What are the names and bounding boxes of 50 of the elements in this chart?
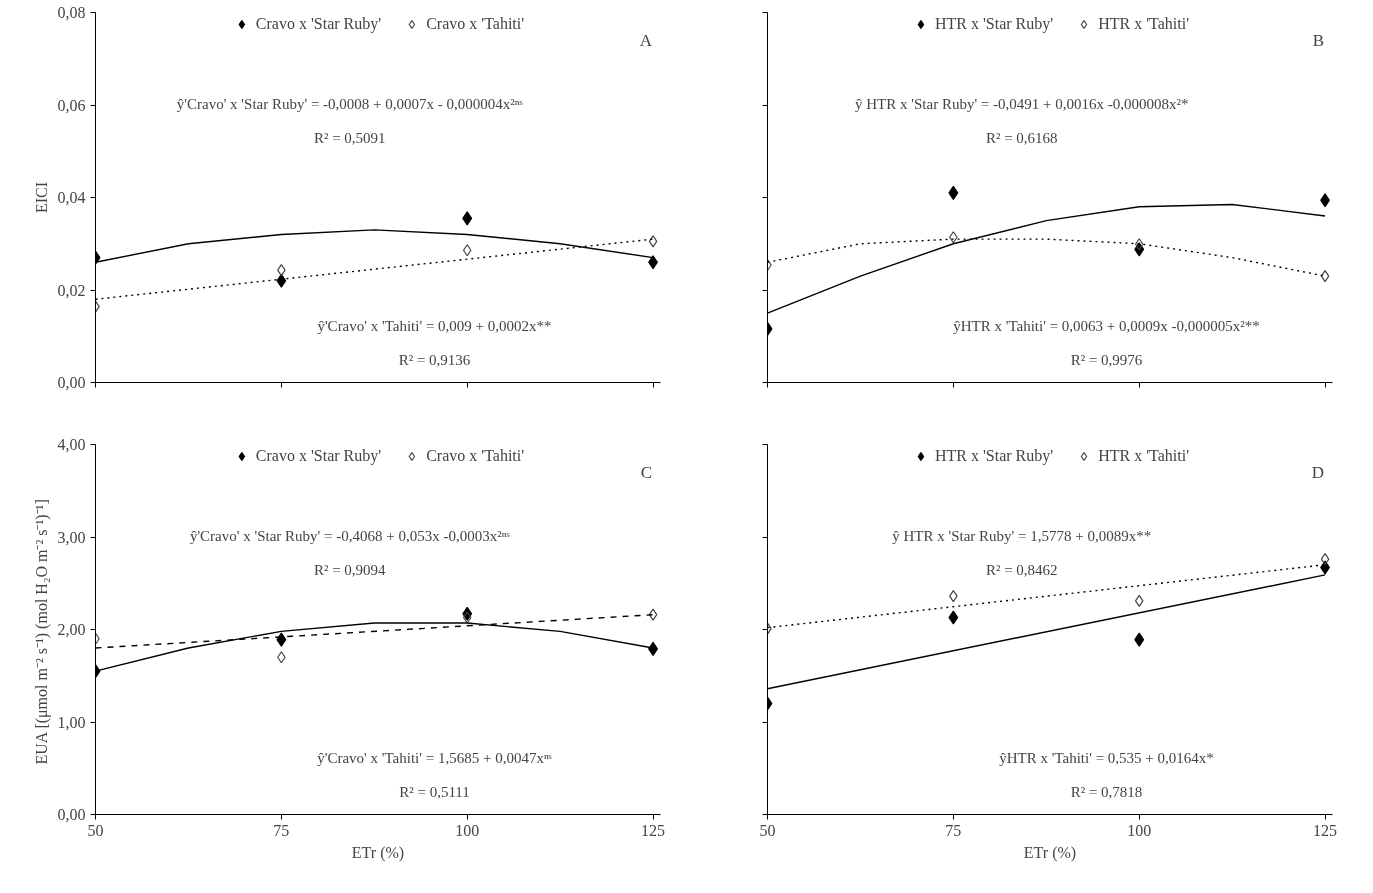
y-tick-label: 0,00	[57, 806, 86, 823]
annotation: ŷ HTR x 'Star Ruby' = 1,5778 + 0,0089x**	[892, 528, 1152, 545]
y-tick-label: 0,08	[57, 4, 86, 21]
annotation: ŷHTR x 'Tahiti' = 0,0063 + 0,0009x -0,000005x²**	[953, 318, 1260, 335]
x-tick-label: 50	[87, 821, 104, 839]
y-tick-label: 0,06	[57, 96, 86, 114]
annotation: ŷ'Cravo' x 'Star Ruby' = -0,0008 + 0,0007x - 0,000004x²ⁿˢ	[176, 96, 523, 113]
annotation: B	[1312, 30, 1325, 50]
y-axis-title: EICI	[32, 181, 50, 214]
y-tick-label: 0,04	[57, 189, 86, 206]
legend-label: HTR x 'Tahiti'	[1098, 15, 1190, 33]
annotation: ŷHTR x 'Tahiti' = 0,535 + 0,0164x*	[999, 750, 1214, 767]
annotation: R² = 0,8462	[985, 561, 1058, 578]
x-tick-label: 100	[1127, 821, 1152, 839]
x-tick-label: 75	[945, 821, 962, 839]
legend-label: HTR x 'Star Ruby'	[934, 15, 1054, 33]
annotation: R² = 0,6168	[985, 129, 1058, 146]
x-axis-title: ETr (%)	[351, 843, 405, 862]
annotation: ŷ'Cravo' x 'Star Ruby' = -0,4068 + 0,053x -0,0003x²ⁿˢ	[189, 528, 510, 545]
y-axis-title: EUA [(μmol m⁻² s⁻¹) (mol H₂O m⁻² s⁻¹)⁻¹]	[32, 499, 51, 765]
x-tick-label: 125	[641, 821, 666, 839]
legend-label: Cravo x 'Star Ruby'	[255, 447, 382, 465]
y-tick-label: 3,00	[57, 528, 86, 546]
annotation: A	[639, 30, 653, 50]
annotation: ŷ HTR x 'Star Ruby' = -0,0491 + 0,0016x -0,000008x²*	[855, 96, 1189, 113]
y-tick-label: 0,00	[57, 374, 86, 391]
legend-label: Cravo x 'Tahiti'	[426, 15, 525, 33]
x-tick-label: 100	[455, 821, 480, 839]
annotation: ŷ'Cravo' x 'Tahiti' = 0,009 + 0,0002x**	[317, 318, 552, 335]
annotation: C	[640, 462, 653, 482]
annotation: D	[1311, 462, 1325, 482]
x-tick-label: 75	[273, 821, 290, 839]
y-tick-label: 0,02	[57, 281, 86, 299]
y-tick-label: 2,00	[57, 621, 86, 638]
legend-label: HTR x 'Star Ruby'	[934, 447, 1054, 465]
annotation: R² = 0,9136	[398, 351, 471, 368]
legend-label: Cravo x 'Star Ruby'	[255, 15, 382, 33]
legend-label: HTR x 'Tahiti'	[1098, 447, 1190, 465]
annotation: R² = 0,9976	[1070, 351, 1143, 368]
x-axis-title: ETr (%)	[1023, 843, 1077, 862]
y-tick-label: 4,00	[57, 436, 86, 453]
annotation: ŷ'Cravo' x 'Tahiti' = 1,5685 + 0,0047xⁿˢ	[317, 750, 552, 767]
annotation: R² = 0,9094	[313, 561, 387, 578]
x-tick-label: 50	[759, 821, 776, 839]
annotation: R² = 0,5111	[399, 783, 470, 800]
legend-label: Cravo x 'Tahiti'	[426, 447, 525, 465]
x-tick-label: 125	[1313, 821, 1338, 839]
annotation: R² = 0,7818	[1070, 783, 1143, 800]
y-tick-label: 1,00	[57, 713, 86, 731]
annotation: R² = 0,5091	[313, 129, 386, 146]
